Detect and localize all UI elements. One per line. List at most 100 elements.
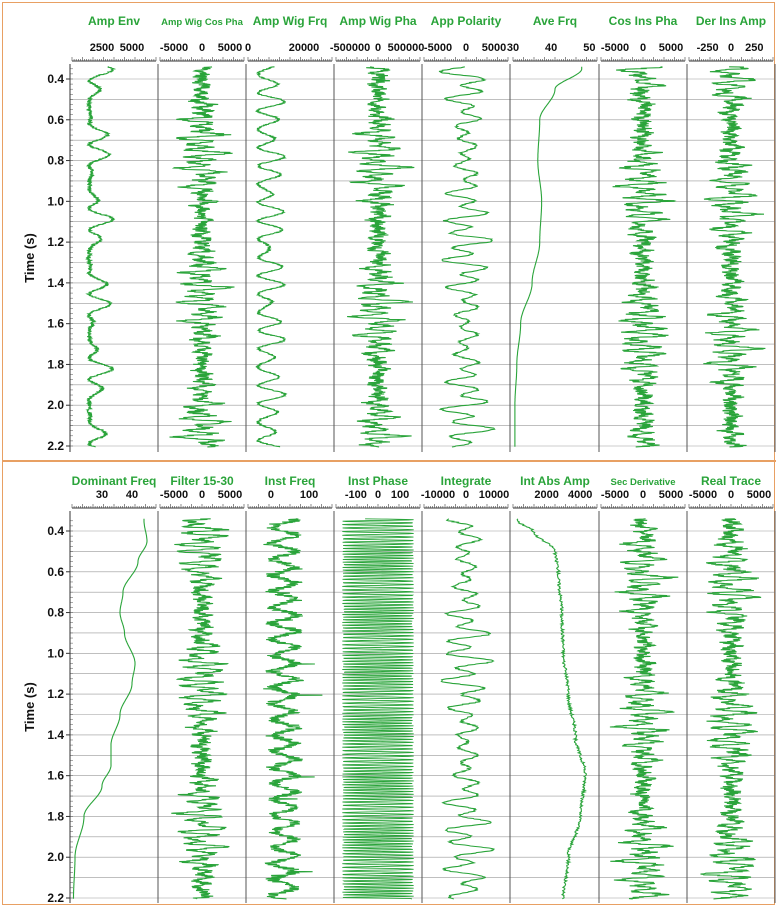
track-title: Amp Wig Cos Pha <box>161 17 243 28</box>
x-tick-label: 0 <box>463 489 469 501</box>
y-tick-label: 1.2 <box>47 687 64 701</box>
x-tick-label: 5000 <box>482 42 506 54</box>
x-tick-label: 5000 <box>659 42 683 54</box>
trace-line <box>700 518 762 900</box>
track-title: Der Ins Amp <box>696 14 766 28</box>
track-title: Sec Derivative <box>611 477 676 488</box>
x-tick-label: 0 <box>463 42 469 54</box>
trace-line <box>171 518 230 900</box>
track-title: Int Abs Amp <box>520 474 590 488</box>
y-tick-label: 2.0 <box>47 398 64 412</box>
track-title: Integrate <box>441 474 492 488</box>
trace-line <box>169 66 235 448</box>
track-inst-phase: Inst Phase-100 0 100 <box>335 474 423 903</box>
x-tick-label: 0 <box>375 42 381 54</box>
x-tick-label: 30 <box>96 489 108 501</box>
x-tick-label: 50 <box>583 42 595 54</box>
panel-2: Time (s) 0.4 0.6 0.8 1.0 1.2 1.4 1.6 1.8 2.0 2.2 Do… <box>22 474 776 905</box>
y-tick-label: 1.4 <box>47 276 64 290</box>
y-axis-label: Time (s) <box>22 233 37 283</box>
track-ave-frq: Ave Frq 30 40 50 <box>507 14 600 452</box>
trace-line <box>438 66 496 448</box>
trace-line <box>514 66 583 447</box>
track-cos-ins-pha: Cos Ins Pha -5000 0 5000 <box>600 14 688 452</box>
y-tick-label: 1.0 <box>47 194 64 208</box>
x-tick-label: 0 <box>728 42 734 54</box>
x-tick-label: 5000 <box>218 42 242 54</box>
y-tick-label: 1.6 <box>47 769 64 783</box>
trace-line <box>440 518 495 900</box>
track-title: Real Trace <box>701 474 761 488</box>
x-tick-label: -5000 <box>424 42 452 54</box>
x-tick-label: 5000 <box>747 489 771 501</box>
trace-line <box>516 518 588 900</box>
y-tick-label: 2.2 <box>47 439 64 453</box>
trace-line <box>342 518 415 900</box>
trace-line <box>254 66 288 448</box>
trace-line <box>72 518 148 899</box>
x-tick-label: 20000 <box>289 42 320 54</box>
x-tick-label: 250 <box>745 42 763 54</box>
track-der-ins-amp: Der Ins Amp -250 0 250 <box>688 14 776 452</box>
x-tick-label: 2500 <box>90 42 114 54</box>
x-tick-label: -5000 <box>160 42 188 54</box>
track-amp-wig-cos-pha: Amp Wig Cos Pha -5000 0 5000 <box>159 17 247 452</box>
trace-line <box>85 66 117 448</box>
x-tick-label: 0 <box>268 489 274 501</box>
track-title: Inst Phase <box>348 474 408 488</box>
x-tick-label: 100 <box>391 489 409 501</box>
track-title: Amp Wig Pha <box>339 14 417 28</box>
y-tick-label: 1.8 <box>47 809 64 823</box>
x-tick-label: 2000 <box>534 489 558 501</box>
x-tick-label: 40 <box>126 489 138 501</box>
x-tick-label: 10000 <box>479 489 510 501</box>
track-title: Ave Frq <box>533 14 577 28</box>
x-tick-label: 0 <box>199 489 205 501</box>
track-title: App Polarity <box>431 14 502 28</box>
panel-divider <box>2 460 776 462</box>
track-title: Inst Freq <box>265 474 316 488</box>
track-integrate: Integrate-10000 0 10000 <box>421 474 511 903</box>
y-tick-label: 1.2 <box>47 235 64 249</box>
x-tick-label: 4000 <box>568 489 592 501</box>
panel-1: Time (s) 0.4 0.6 0.8 1.0 1.2 1.4 1.6 1.8 2.0 2.2 Am… <box>22 14 776 453</box>
y-tick-label: 2.0 <box>47 850 64 864</box>
track-amp-wig-frq: Amp Wig Frq 0 20000 <box>245 14 335 452</box>
x-tick-label: 0 <box>199 42 205 54</box>
x-tick-label: 5000 <box>120 42 144 54</box>
y-axis-label: Time (s) <box>22 682 37 732</box>
trace-line <box>263 518 323 900</box>
x-tick-label: 0 <box>640 42 646 54</box>
trace-line <box>703 66 766 448</box>
x-tick-label: 500000 <box>388 42 425 54</box>
y-tick-label: 0.6 <box>47 565 64 579</box>
y-tick-label: 0.8 <box>47 606 64 620</box>
y-tick-label: 0.6 <box>47 113 64 127</box>
track-real-trace: Real Trace-5000 0 5000 <box>688 474 776 903</box>
y-tick-label: 0.4 <box>47 524 64 538</box>
track-filter-15-30: Filter 15-30-5000 0 5000 <box>159 474 247 903</box>
y-tick-label: 0.4 <box>47 72 64 86</box>
x-tick-label: 0 <box>728 489 734 501</box>
x-tick-label: 0 <box>640 489 646 501</box>
track-app-polarity: App Polarity -5000 0 5000 <box>423 14 511 452</box>
trace-line <box>612 66 677 448</box>
trace-line <box>609 518 679 900</box>
x-tick-label: 30 <box>507 42 519 54</box>
x-tick-label: 5000 <box>659 489 683 501</box>
x-tick-label: -500000 <box>330 42 370 54</box>
x-tick-label: -100 <box>345 489 367 501</box>
track-title: Amp Wig Frq <box>253 14 328 28</box>
x-tick-label: -250 <box>697 42 719 54</box>
x-tick-label: -5000 <box>689 489 717 501</box>
x-tick-label: 0 <box>375 489 381 501</box>
y-tick-label: 0.8 <box>47 154 64 168</box>
x-tick-label: -5000 <box>601 42 629 54</box>
x-tick-label: -5000 <box>160 489 188 501</box>
y-tick-label: 1.0 <box>47 646 64 660</box>
x-tick-label: 40 <box>545 42 557 54</box>
track-amp-wig-pha: Amp Wig Pha -500000 0 500000 <box>330 14 425 452</box>
x-tick-label: 100 <box>300 489 318 501</box>
